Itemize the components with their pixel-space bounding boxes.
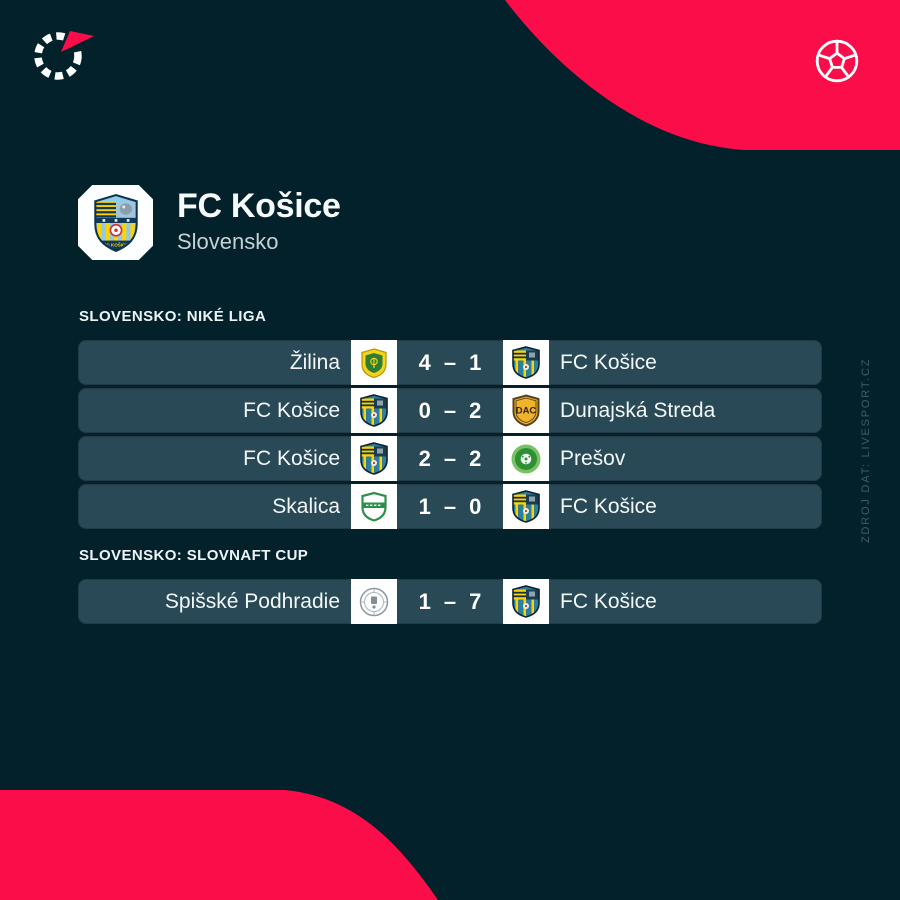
- home-score: 4: [418, 349, 431, 375]
- match-list-nike-liga: Žilina 4–1 FC Košice FC Košice 0–2 DAC Dunajsk…: [78, 340, 822, 529]
- home-team-name: Žilina: [289, 350, 340, 374]
- home-team-name: FC Košice: [243, 446, 340, 470]
- match-row[interactable]: FC Košice 2–2 Prešov: [78, 436, 822, 481]
- fc-kosice-crest-icon: FC KOŠICE: [93, 193, 138, 252]
- kosice-crest-icon: [503, 579, 549, 624]
- away-team-name: FC Košice: [560, 589, 657, 613]
- score-separator: –: [443, 349, 457, 375]
- away-team-name: Prešov: [560, 446, 626, 470]
- score-separator: –: [443, 445, 457, 471]
- presov-crest-icon: [503, 436, 549, 481]
- match-row[interactable]: FC Košice 0–2 DAC Dunajská Streda: [78, 388, 822, 433]
- match-row[interactable]: Žilina 4–1 FC Košice: [78, 340, 822, 385]
- away-score: 0: [469, 493, 482, 519]
- svg-text:DAC: DAC: [516, 406, 537, 417]
- skalica-crest-icon: [351, 484, 397, 529]
- match-score: 1–0: [397, 484, 503, 529]
- match-row[interactable]: Skalica 1–0 FC Košice: [78, 484, 822, 529]
- section-label-slovnaft-cup: SLOVENSKO: SLOVNAFT CUP: [79, 547, 309, 564]
- match-sections: SLOVENSKO: NIKÉ LIGA Žilina 4–1 FC Košice F…: [78, 309, 822, 627]
- section-label-nike-liga: SLOVENSKO: NIKÉ LIGA: [79, 308, 267, 325]
- kosice-crest-icon: [503, 484, 549, 529]
- zilina-crest-icon: [351, 340, 397, 385]
- home-team-name: Skalica: [272, 494, 340, 518]
- page-title: FC Košice: [177, 187, 341, 225]
- team-header: FC KOŠICE FC Košice Slovensko: [78, 185, 341, 260]
- data-source-watermark: ZDROJ DAT: LIVESPORT.CZ: [860, 357, 872, 543]
- match-score: 2–2: [397, 436, 503, 481]
- match-row[interactable]: Spišské Podhradie 1–7 FC Košice: [78, 579, 822, 624]
- away-score: 2: [469, 445, 482, 471]
- home-score: 1: [418, 493, 431, 519]
- away-score: 2: [469, 397, 482, 423]
- match-score: 4–1: [397, 340, 503, 385]
- score-separator: –: [443, 397, 457, 423]
- score-separator: –: [443, 493, 457, 519]
- kosice-crest-icon: [503, 340, 549, 385]
- kosice-crest-icon: [351, 436, 397, 481]
- match-list-slovnaft-cup: Spišské Podhradie 1–7 FC Košice: [78, 579, 822, 624]
- away-team-name: FC Košice: [560, 350, 657, 374]
- away-score: 1: [469, 349, 482, 375]
- home-team-name: FC Košice: [243, 398, 340, 422]
- home-score: 0: [418, 397, 431, 423]
- home-score: 2: [418, 445, 431, 471]
- home-team-name: Spišské Podhradie: [164, 589, 340, 613]
- team-badge: FC KOŠICE: [78, 185, 153, 260]
- score-separator: –: [443, 588, 457, 614]
- dac-crest-icon: DAC: [503, 388, 549, 433]
- spisske-crest-icon: [351, 579, 397, 624]
- away-team-name: FC Košice: [560, 494, 657, 518]
- kosice-crest-icon: [351, 388, 397, 433]
- away-score: 7: [469, 588, 482, 614]
- away-team-name: Dunajská Streda: [560, 398, 716, 422]
- livesport-logo: [34, 26, 102, 80]
- page-subtitle: Slovensko: [177, 229, 279, 254]
- match-score: 0–2: [397, 388, 503, 433]
- home-score: 1: [418, 588, 431, 614]
- match-score: 1–7: [397, 579, 503, 624]
- svg-text:FC KOŠICE: FC KOŠICE: [103, 240, 128, 247]
- football-icon: [815, 39, 859, 83]
